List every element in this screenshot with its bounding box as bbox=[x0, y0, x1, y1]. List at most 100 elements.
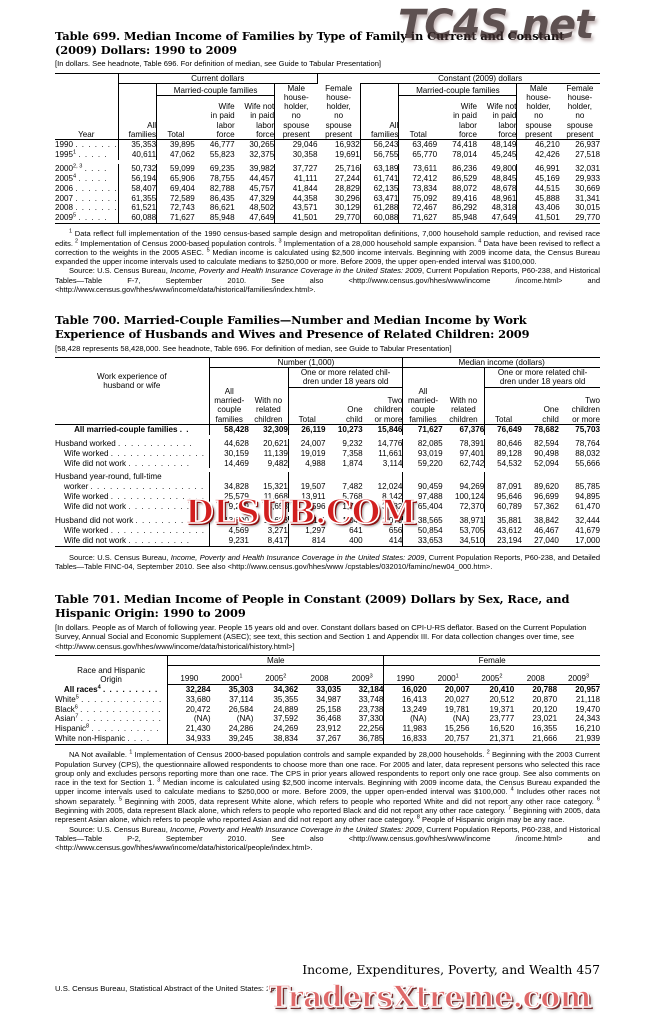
cell: 59,099 bbox=[156, 163, 195, 174]
cell: 11,983 bbox=[383, 724, 427, 735]
cell: 48,149 bbox=[476, 138, 517, 150]
table-701-year-header-row: Race and Hispanic Origin 1990 20001 20052 2… bbox=[55, 665, 600, 685]
colhead-all-families-current: All families bbox=[117, 95, 157, 140]
cell: 14,469 bbox=[208, 458, 249, 469]
cell: 16,833 bbox=[383, 734, 427, 745]
cell: 69,235 bbox=[209, 163, 235, 173]
cell: 39,245 bbox=[228, 734, 254, 744]
cell: 34,510 bbox=[459, 535, 485, 545]
source-prefix-700: Source: U.S. Census Bureau, bbox=[69, 552, 171, 562]
row-label: 19951 . . . . . bbox=[55, 149, 108, 159]
table-699: Current dollars Constant (2009) dollars … bbox=[55, 72, 600, 227]
cell: 75,703 bbox=[558, 423, 600, 435]
colhead-no-children-number: With no related children bbox=[254, 396, 283, 424]
cell: 85,948 bbox=[209, 213, 235, 223]
cell: 88,072 bbox=[452, 183, 477, 193]
table-700-body: All married-couple families . . 58,428 32,… bbox=[55, 423, 600, 549]
cell: 37,330 bbox=[358, 714, 384, 724]
cell: 641 bbox=[349, 525, 363, 535]
cell: 24,889 bbox=[273, 704, 299, 714]
cell: 33,748 bbox=[358, 694, 384, 704]
cell: 96,699 bbox=[534, 492, 559, 502]
cell: 1,070 bbox=[382, 516, 403, 526]
colhead-total-constant: Total bbox=[398, 95, 438, 140]
table-row: All races4 . . . . . . . . . 32,284 35,303… bbox=[55, 684, 600, 695]
cell: (NA) bbox=[452, 714, 470, 724]
table-row: 20054 . . . . . 56,194 65,906 78,755 44,457 4… bbox=[55, 173, 600, 184]
cell: 43,406 bbox=[516, 203, 560, 214]
cell: 9,232 bbox=[342, 438, 363, 448]
cell: 78,764 bbox=[575, 438, 600, 448]
cell: 36,785 bbox=[358, 734, 384, 744]
cell: 24,286 bbox=[228, 724, 254, 734]
cell: 19,691 bbox=[335, 149, 360, 159]
table-700-column-header-row: All married-couple families With no related… bbox=[55, 387, 600, 425]
table-row: Asian7 . . . . . . . . . . . . . (NA) (NA)… bbox=[55, 714, 600, 725]
table-700-title: Table 700. Married-Couple Families—Numbe… bbox=[55, 313, 530, 341]
cell: 45,757 bbox=[249, 183, 275, 193]
cell: 35,881 bbox=[484, 516, 522, 526]
cell: 11,688 bbox=[263, 516, 288, 526]
cell: 85,785 bbox=[575, 482, 600, 492]
cell: 20,472 bbox=[167, 704, 211, 715]
colhead-wife-in-lf-current: Wife in paid labor force bbox=[210, 102, 235, 139]
cell: 27,244 bbox=[335, 173, 360, 183]
stub-header-line2: husband or wife bbox=[103, 380, 161, 390]
table-701-body: All races4 . . . . . . . . . 32,284 35,303… bbox=[55, 684, 600, 748]
cell: 71,627 bbox=[398, 213, 438, 224]
cell: 50,732 bbox=[117, 163, 157, 174]
cell: 45,245 bbox=[491, 149, 517, 159]
cell: 61,521 bbox=[117, 203, 157, 214]
row-label: 20054 . . . . . bbox=[55, 173, 108, 183]
cell: 56,755 bbox=[359, 149, 399, 160]
cell: 47,649 bbox=[249, 213, 275, 223]
year-column-header: 20001 bbox=[210, 665, 254, 685]
table-row: 19951 . . . . . 40,611 47,062 55,823 32,375 3… bbox=[55, 149, 600, 160]
cell: 48,961 bbox=[491, 193, 517, 203]
cell: 20,870 bbox=[532, 694, 558, 704]
cell: 23,777 bbox=[489, 714, 515, 724]
cell: 80,646 bbox=[484, 438, 522, 449]
cell: 38,971 bbox=[459, 516, 485, 526]
cell: 85,948 bbox=[452, 213, 477, 223]
cell: 62,742 bbox=[459, 458, 485, 468]
row-label: Wife did not work . . . . . . . . . . bbox=[64, 535, 191, 545]
cell: (NA) bbox=[167, 714, 211, 725]
row-label: 20002, 3 . . . . bbox=[55, 163, 108, 173]
cell: 48,678 bbox=[491, 183, 517, 193]
cell: 10,273 bbox=[325, 423, 363, 435]
row-label: Wife did not work . . . . . . . . . . bbox=[64, 502, 191, 512]
cell bbox=[208, 472, 249, 483]
colhead-two-more-income: Two children or more bbox=[571, 396, 600, 424]
cell: 71,627 bbox=[402, 423, 443, 435]
source-prefix-701: Source: U.S. Census Bureau, bbox=[69, 824, 171, 834]
cell: 82,788 bbox=[209, 183, 235, 193]
cell: 59,220 bbox=[402, 458, 443, 469]
cell: 71,627 bbox=[156, 213, 195, 224]
table-row: Wife did not work . . . . . . . . . . 9,2… bbox=[55, 535, 600, 547]
colhead-all-mc-income: All married-couple families bbox=[402, 387, 443, 425]
cell: 27,040 bbox=[534, 535, 559, 545]
stub-header-line1: Work experience of bbox=[97, 371, 167, 381]
cell: 94,269 bbox=[459, 482, 485, 492]
cell: 46,777 bbox=[194, 138, 235, 150]
table-700-headnote: [58,428 represents 58,428,000. See headn… bbox=[55, 343, 452, 353]
cell: 60,088 bbox=[117, 213, 157, 224]
cell: 16,520 bbox=[489, 724, 515, 734]
cell: 73,834 bbox=[398, 183, 438, 194]
table-row: Wife worked . . . . . . . . . . . . . . … bbox=[55, 492, 600, 503]
cell: 34,987 bbox=[316, 694, 341, 704]
cell: 41,844 bbox=[274, 183, 318, 194]
cell: 15,846 bbox=[362, 423, 403, 435]
cell: 32,375 bbox=[249, 149, 275, 159]
cell: 24,343 bbox=[575, 714, 600, 724]
cell: 2,111 bbox=[287, 516, 326, 526]
cell: 9,249 bbox=[208, 502, 249, 513]
row-label: Hispanic8 . . . . . . . . . . . bbox=[55, 723, 160, 734]
group-header-female: Female bbox=[383, 655, 600, 667]
cell: 29,046 bbox=[274, 138, 318, 150]
cell: 61,288 bbox=[359, 203, 399, 214]
cell: 48,845 bbox=[491, 173, 517, 183]
cell: 11,661 bbox=[378, 448, 403, 458]
cell: 656 bbox=[388, 525, 403, 535]
